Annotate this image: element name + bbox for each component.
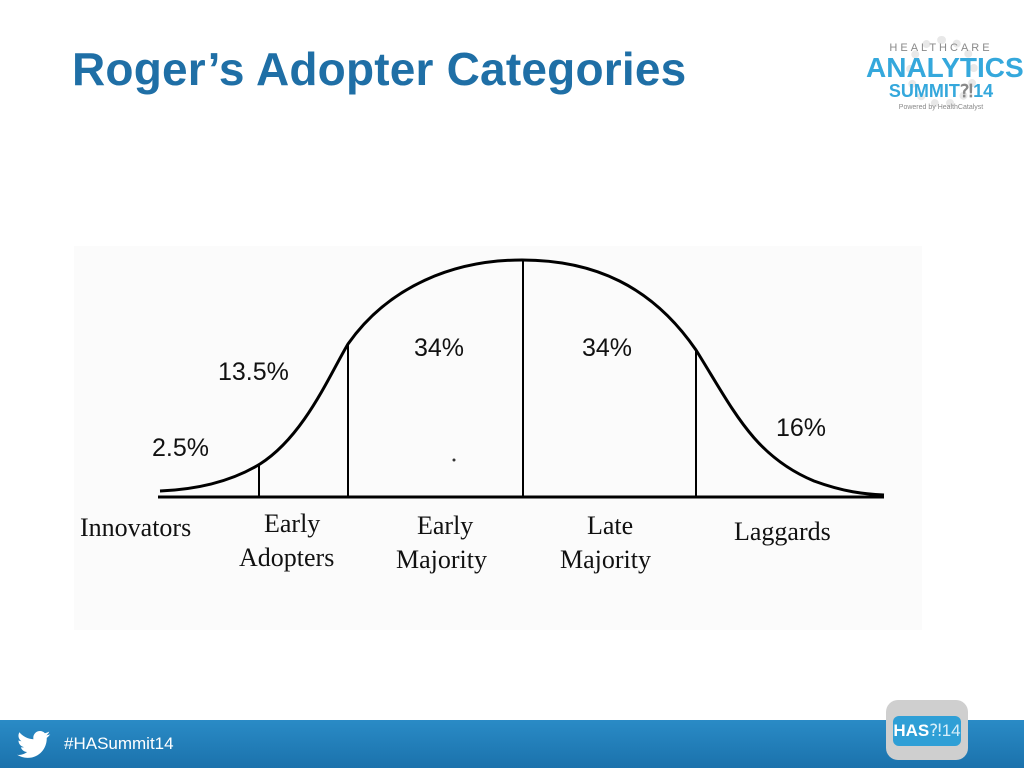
logo-line3-mark: ⁈: [959, 81, 974, 101]
logo-line2: ANALYTICS: [866, 52, 1024, 83]
pct-innovators: 2.5%: [152, 434, 209, 462]
logo-line3-num: 14: [973, 81, 994, 101]
logo-line3-word: SUMMIT: [888, 81, 960, 101]
bell-curve: [159, 258, 885, 497]
logo-line4: Powered by HealthCatalyst: [898, 104, 984, 111]
pct-late-majority: 34%: [582, 334, 632, 362]
logo-line3: SUMMIT⁈14: [866, 81, 1016, 102]
has14-badge: HAS⁈14: [886, 700, 968, 760]
pct-early-majority: 34%: [414, 334, 464, 362]
slide-title: Roger’s Adopter Categories: [72, 43, 687, 95]
category-early-majority-line1: Early: [417, 511, 473, 540]
category-early-adopters-line1: Early: [264, 509, 320, 538]
footer-hashtag: #HASummit14: [64, 734, 174, 753]
category-innovators: Innovators: [80, 513, 191, 542]
adopter-diagram: 2.5% 13.5% 34% 34% 16% Innovators Early …: [74, 246, 922, 630]
twitter-bird-icon[interactable]: [16, 731, 52, 764]
category-late-majority-line2: Majority: [560, 545, 651, 574]
badge-text: HAS: [893, 721, 930, 740]
speck: [452, 458, 456, 462]
bell-curve-diagram: 2.5% 13.5% 34% 34% 16% Innovators Early …: [80, 258, 885, 574]
category-early-majority-line2: Majority: [396, 545, 487, 574]
badge-label: HAS⁈14: [893, 716, 961, 746]
category-early-adopters-line2: Adopters: [239, 543, 334, 572]
healthcare-analytics-summit-logo: HEALTHCARE ANALYTICS SUMMIT⁈14 Powered b…: [866, 36, 1024, 126]
badge-num: 14: [941, 721, 961, 740]
logo-line1: HEALTHCARE: [889, 42, 993, 54]
gear-icon: [906, 36, 978, 108]
category-late-majority-line1: Late: [587, 511, 633, 540]
footer-bar: #HASummit14: [0, 720, 1024, 768]
category-laggards: Laggards: [734, 517, 831, 546]
pct-laggards: 16%: [776, 414, 826, 442]
badge-mark: ⁈: [929, 721, 942, 740]
pct-early-adopters: 13.5%: [218, 358, 289, 386]
